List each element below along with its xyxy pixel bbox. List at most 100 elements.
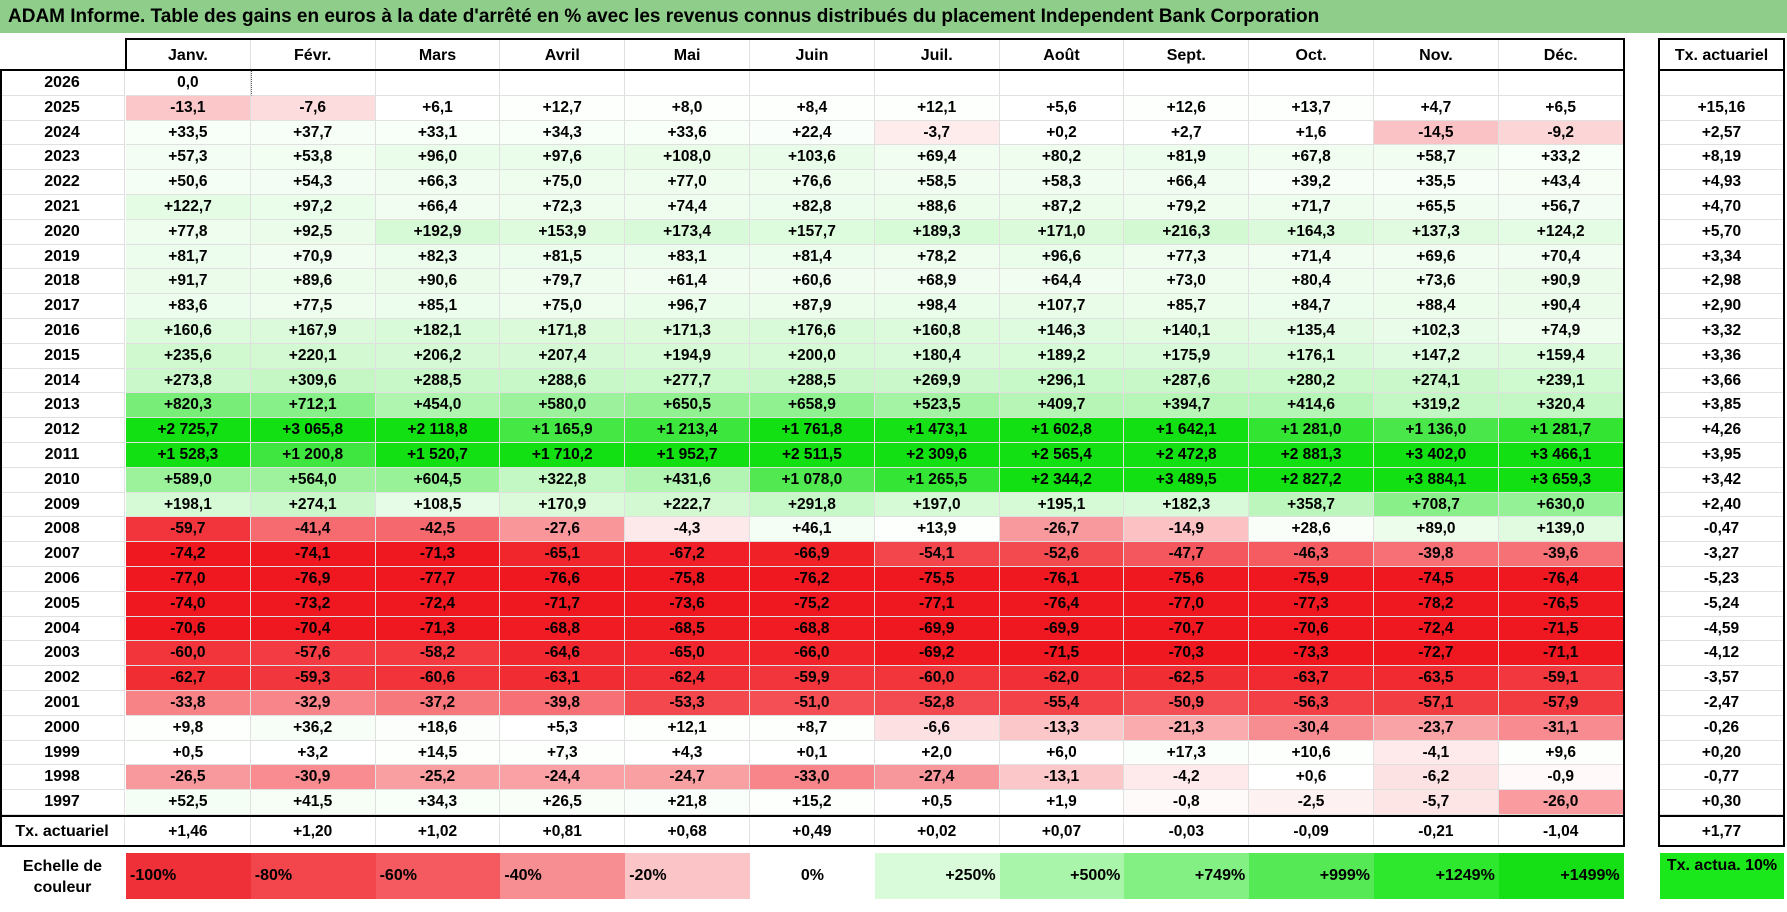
row-year-label: 1998: [0, 765, 125, 791]
row-year-label: 2010: [0, 467, 125, 493]
table-cell: +160,8: [874, 319, 1000, 344]
table-cell: +81,4: [750, 244, 875, 270]
column-header: Avril: [500, 40, 626, 71]
table-cell: +222,7: [625, 492, 750, 518]
table-cell: -71,5: [999, 641, 1125, 667]
table-cell: +90,6: [375, 269, 501, 295]
table-cell: -52,8: [874, 691, 1000, 716]
table-cell: +15,2: [750, 790, 875, 815]
table-cell: +2 472,8: [1124, 443, 1250, 468]
row-year-label: 2012: [0, 418, 125, 443]
summary-cell: +0,49: [750, 817, 875, 846]
table-cell: +220,1: [250, 343, 376, 369]
table-cell: -2,5: [1249, 790, 1374, 815]
table-cell: -13,1: [999, 765, 1125, 791]
table-cell: +431,6: [625, 467, 750, 493]
row-annual-rate: -4,59: [1660, 616, 1784, 642]
summary-cell: -0,09: [1249, 817, 1374, 846]
table-cell: -42,5: [375, 517, 501, 543]
table-cell: -7,6: [250, 95, 376, 121]
table-cell: +3 659,3: [1498, 467, 1624, 493]
table-cell: +708,7: [1374, 492, 1499, 518]
table-cell: +28,6: [1249, 517, 1374, 543]
table-cell: -30,9: [250, 765, 376, 791]
table-cell: +70,9: [250, 244, 376, 270]
table-cell: -57,6: [250, 641, 376, 667]
table-cell: +79,2: [1124, 195, 1250, 220]
table-cell: -70,3: [1124, 641, 1250, 667]
table-cell: +67,8: [1249, 145, 1374, 171]
column-header: Août: [999, 40, 1125, 71]
row-year-label: 2018: [0, 269, 125, 295]
table-cell: -31,1: [1498, 715, 1624, 741]
table-cell: +454,0: [375, 393, 501, 419]
table-cell: -75,6: [1124, 567, 1250, 592]
color-scale-label: Echelle de couleur: [22, 858, 103, 896]
summary-cell: +1,02: [375, 817, 501, 846]
table-cell: -54,1: [874, 542, 1000, 567]
table-cell: +712,1: [250, 393, 376, 419]
row-year-label: 2006: [0, 567, 125, 592]
table-cell: +89,0: [1374, 517, 1499, 543]
table-cell: +1 165,9: [500, 418, 626, 443]
table-cell: +87,2: [999, 195, 1125, 220]
page-title: ADAM Informe. Table des gains en euros à…: [0, 0, 1787, 33]
row-year-label: 1999: [0, 740, 125, 766]
table-cell: +1,9: [999, 790, 1125, 815]
table-cell: +54,3: [250, 170, 376, 195]
table-cell: +2,7: [1124, 120, 1250, 146]
table-cell: +820,3: [126, 393, 251, 419]
table-cell: [250, 71, 376, 96]
table-cell: +81,7: [126, 244, 251, 270]
table-cell: +159,4: [1498, 343, 1624, 369]
table-cell: -68,5: [625, 616, 750, 642]
table-cell: +650,5: [625, 393, 750, 419]
summary-cell: +1,20: [250, 817, 376, 846]
table-cell: +182,1: [375, 319, 501, 344]
table-cell: +239,1: [1498, 368, 1624, 394]
table-cell: -76,9: [250, 567, 376, 592]
table-cell: +291,8: [750, 492, 875, 518]
table-cell: -57,9: [1498, 691, 1624, 716]
table-cell: +37,7: [250, 120, 376, 146]
table-cell: +394,7: [1124, 393, 1250, 419]
color-scale-reference: Tx. actua. 10%: [1660, 853, 1784, 899]
table-cell: +66,4: [375, 195, 501, 220]
table-cell: -26,7: [999, 517, 1125, 543]
row-annual-rate: -4,12: [1660, 641, 1784, 667]
summary-cell: -0,21: [1374, 817, 1499, 846]
table-cell: +12,7: [500, 95, 626, 121]
table-cell: +77,5: [250, 294, 376, 319]
table-cell: +288,6: [500, 368, 626, 394]
table-cell: +61,4: [625, 269, 750, 295]
table-cell: +21,8: [625, 790, 750, 815]
table-cell: +17,3: [1124, 740, 1250, 766]
row-annual-rate: +3,32: [1660, 319, 1784, 344]
table-cell: -75,9: [1249, 567, 1374, 592]
row-year-label: 2004: [0, 616, 125, 642]
table-cell: +157,7: [750, 219, 875, 245]
table-cell: +41,5: [250, 790, 376, 815]
table-cell: +274,1: [1374, 368, 1499, 394]
table-cell: +96,6: [999, 244, 1125, 270]
table-cell: -63,7: [1249, 666, 1374, 691]
table-cell: +80,4: [1249, 269, 1374, 295]
row-year-label: 2000: [0, 715, 125, 741]
row-annual-rate: +8,19: [1660, 145, 1784, 171]
table-cell: +97,6: [500, 145, 626, 171]
row-annual-rate: +2,90: [1660, 294, 1784, 319]
table-cell: +658,9: [750, 393, 875, 419]
color-scale-swatch: -40%: [500, 853, 626, 899]
summary-cell: +0,81: [500, 817, 626, 846]
table-cell: +309,6: [250, 368, 376, 394]
table-cell: -73,2: [250, 591, 376, 617]
table-cell: +1 213,4: [625, 418, 750, 443]
row-year-label: 2007: [0, 542, 125, 567]
table-cell: +66,4: [1124, 170, 1250, 195]
color-scale-swatch: +1249%: [1374, 853, 1499, 899]
table-cell: -77,1: [874, 591, 1000, 617]
table-cell: +89,6: [250, 269, 376, 295]
table-cell: -74,1: [250, 542, 376, 567]
table-cell: -21,3: [1124, 715, 1250, 741]
table-cell: +98,4: [874, 294, 1000, 319]
